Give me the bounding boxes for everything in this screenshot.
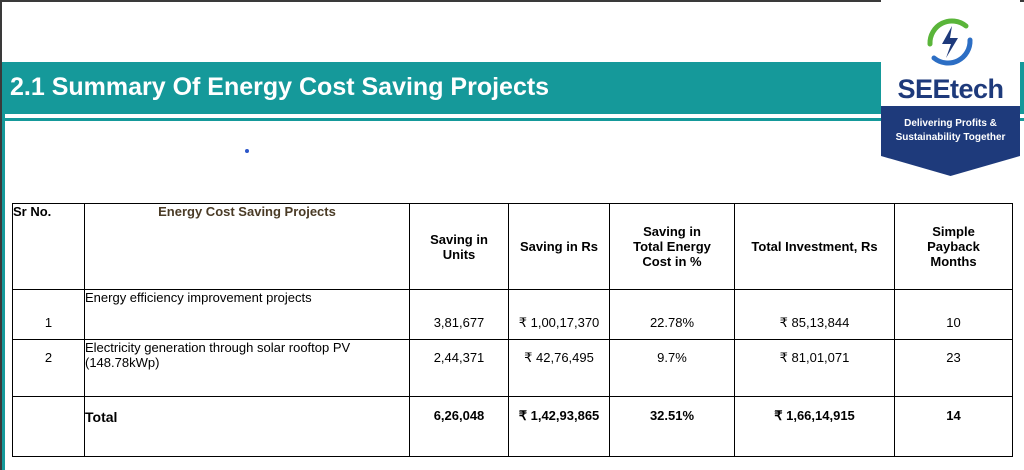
tagline-ribbon: Delivering Profits & Sustainability Toge…: [881, 106, 1020, 176]
cell-payback: 23: [894, 339, 1013, 397]
table-header-row: Sr No. Energy Cost Saving Projects Savin…: [12, 203, 1013, 290]
header-line: Saving in: [430, 231, 488, 247]
header-saving-units: Saving in Units: [409, 203, 509, 290]
page-title: 2.1 Summary Of Energy Cost Saving Projec…: [10, 73, 550, 101]
cell-sr-no-empty: [12, 396, 85, 457]
cell-sr-no: 1: [12, 289, 85, 340]
brand-logo: SEEtech: [881, 0, 1020, 106]
header-line: Cost in %: [642, 254, 702, 269]
table-row: 2 Electricity generation through solar r…: [12, 339, 1013, 397]
cell-total-pct: 32.51%: [609, 396, 735, 457]
cell-sr-no: 2: [12, 339, 85, 397]
header-investment: Total Investment, Rs: [734, 203, 895, 290]
cell-project: Energy efficiency improvement projects: [84, 289, 410, 340]
cell-total-investment: ₹ 1,66,14,915: [734, 396, 895, 457]
top-border: [0, 0, 1024, 2]
table-row: 1 Energy efficiency improvement projects…: [12, 289, 1013, 340]
header-sr-no: Sr No.: [12, 203, 85, 290]
header-saving-rs: Saving in Rs: [508, 203, 610, 290]
cell-total-units: 6,26,048: [409, 396, 509, 457]
left-border: [0, 0, 2, 470]
header-line: Total Energy: [633, 239, 711, 254]
cell-investment: ₹ 85,13,844: [734, 289, 895, 340]
tagline-text: Delivering Profits & Sustainability Toge…: [881, 117, 1020, 145]
header-saving-pct: Saving in Total Energy Cost in %: [609, 203, 735, 290]
cell-total-payback: 14: [894, 396, 1013, 457]
section-banner: 2.1 Summary Of Energy Cost Saving Projec…: [2, 62, 1024, 114]
logo-brand-name: SEEtech: [897, 74, 1004, 104]
header-line: Payback: [927, 239, 980, 254]
header-line: Simple: [932, 224, 975, 239]
header-project: Energy Cost Saving Projects: [84, 203, 410, 290]
cell-saving-rs: ₹ 1,00,17,370: [508, 289, 610, 340]
cell-investment: ₹ 81,01,071: [734, 339, 895, 397]
banner-underline: [2, 118, 1024, 121]
cell-saving-pct: 22.78%: [609, 289, 735, 340]
cell-saving-units: 3,81,677: [409, 289, 509, 340]
bullet-dot: [245, 149, 249, 153]
header-line: Months: [930, 254, 977, 269]
cell-saving-pct: 9.7%: [609, 339, 735, 397]
cell-total-rs: ₹ 1,42,93,865: [508, 396, 610, 457]
energy-savings-table: Sr No. Energy Cost Saving Projects Savin…: [12, 203, 1013, 457]
tagline-line-1: Delivering Profits &: [904, 118, 997, 129]
cell-payback: 10: [894, 289, 1013, 340]
header-line: Units: [442, 246, 476, 262]
cell-project: Electricity generation through solar roo…: [84, 339, 410, 397]
cell-total-label: Total: [84, 396, 410, 457]
header-payback: Simple Payback Months: [894, 203, 1013, 290]
left-accent-line: [2, 62, 5, 470]
ribbon-shape: [881, 106, 1020, 176]
header-line: Saving in: [643, 224, 701, 239]
tagline-line-2: Sustainability Together: [895, 132, 1006, 143]
cell-saving-rs: ₹ 42,76,495: [508, 339, 610, 397]
total-row: Total 6,26,048 ₹ 1,42,93,865 32.51% ₹ 1,…: [12, 396, 1013, 457]
cell-saving-units: 2,44,371: [409, 339, 509, 397]
seetech-logo-icon: [927, 18, 973, 66]
